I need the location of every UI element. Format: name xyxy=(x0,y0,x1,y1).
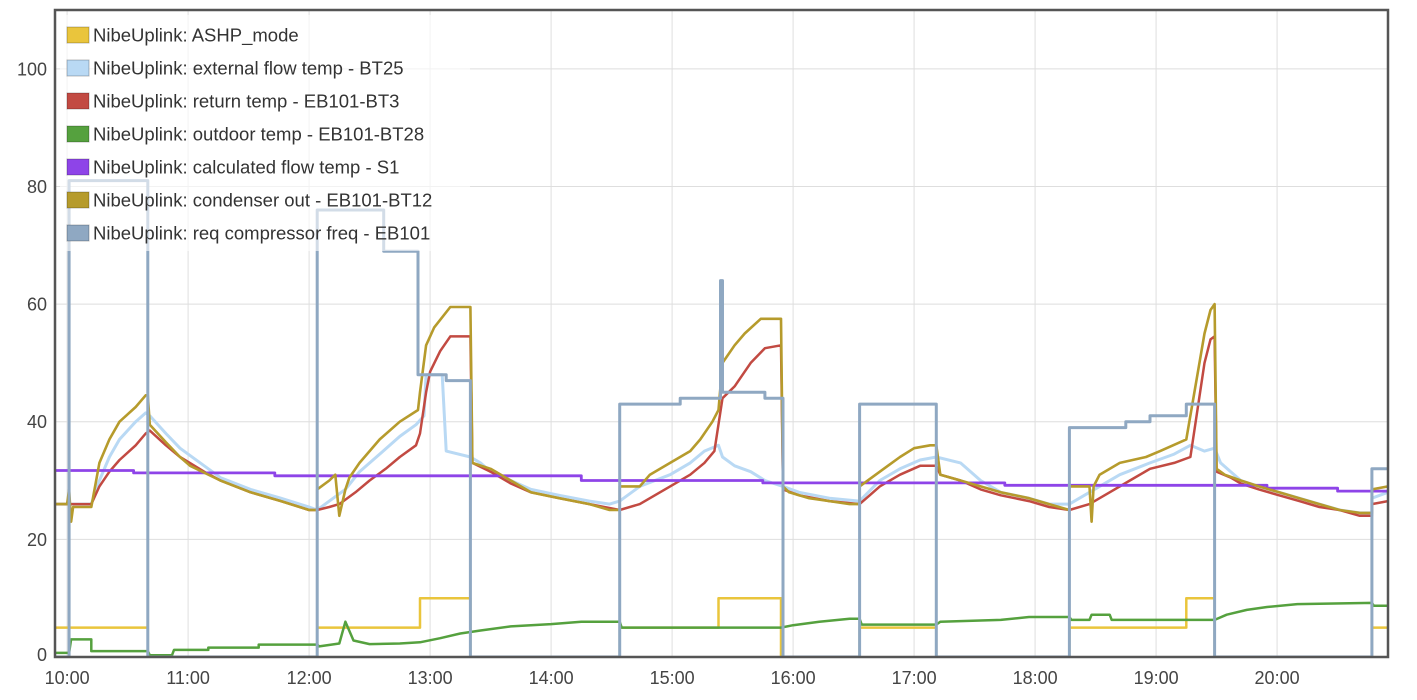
y-tick-label: 60 xyxy=(27,295,47,315)
legend-label: NibeUplink: return temp - EB101-BT3 xyxy=(93,91,399,112)
series-line-outdoor-temp-eb101-bt28 xyxy=(55,601,1388,657)
y-tick-label: 80 xyxy=(27,177,47,197)
x-tick-label: 12:00 xyxy=(287,668,332,688)
x-axis-ticks: 10:00 11:00 12:00 13:00 14:00 15:00 16:00 17:00… xyxy=(45,668,1300,688)
legend-item-outdoor-temp-eb101-bt28: NibeUplink: outdoor temp - EB101-BT28 xyxy=(66,124,424,145)
legend-swatch xyxy=(66,92,90,110)
x-tick-label: 11:00 xyxy=(166,668,210,688)
y-tick-label: 100 xyxy=(17,59,47,79)
legend-item-req-compressor-freq-eb101: NibeUplink: req compressor freq - EB101 xyxy=(66,223,430,244)
x-tick-label: 17:00 xyxy=(892,668,937,688)
legend-label: NibeUplink: outdoor temp - EB101-BT28 xyxy=(93,124,424,145)
x-tick-label: 13:00 xyxy=(408,668,453,688)
series-line-external-flow-temp-bt25 xyxy=(55,373,1388,515)
x-tick-label: 15:00 xyxy=(650,668,695,688)
plot-border xyxy=(53,8,1390,659)
legend-swatch xyxy=(66,224,90,242)
series-lines xyxy=(55,179,1388,657)
legend-label: NibeUplink: req compressor freq - EB101 xyxy=(93,223,430,244)
legend-swatch xyxy=(66,158,90,176)
legend-swatch xyxy=(66,125,90,143)
legend: NibeUplink: ASHP_mode NibeUplink: externa… xyxy=(60,15,470,251)
legend-swatch xyxy=(66,26,90,44)
y-axis-ticks: 0 20 40 60 80 100 xyxy=(17,59,47,665)
legend-swatch xyxy=(66,191,90,209)
x-tick-label: 16:00 xyxy=(771,668,816,688)
x-tick-label: 20:00 xyxy=(1255,668,1300,688)
legend-label: NibeUplink: external flow temp - BT25 xyxy=(93,58,404,79)
x-tick-label: 19:00 xyxy=(1134,668,1179,688)
legend-background xyxy=(60,15,470,251)
legend-item-external-flow-temp-bt25: NibeUplink: external flow temp - BT25 xyxy=(66,58,404,79)
legend-swatch xyxy=(66,59,90,77)
x-tick-label: 18:00 xyxy=(1013,668,1058,688)
legend-label: NibeUplink: calculated flow temp - S1 xyxy=(93,157,399,178)
legend-item-condenser-out-eb101-bt12: NibeUplink: condenser out - EB101-BT12 xyxy=(66,190,432,211)
y-tick-label: 0 xyxy=(37,645,47,665)
y-tick-label: 20 xyxy=(27,530,47,550)
x-tick-label: 10:00 xyxy=(45,668,90,688)
legend-item-ashp-mode: NibeUplink: ASHP_mode xyxy=(66,25,299,47)
legend-label: NibeUplink: ASHP_mode xyxy=(93,25,299,47)
legend-item-return-temp-eb101-bt3: NibeUplink: return temp - EB101-BT3 xyxy=(66,91,399,112)
series-line-condenser-out-eb101-bt12 xyxy=(55,302,1388,523)
x-tick-label: 14:00 xyxy=(529,668,574,688)
legend-item-calculated-flow-temp-s1: NibeUplink: calculated flow temp - S1 xyxy=(66,157,399,178)
y-tick-label: 40 xyxy=(27,412,47,432)
legend-label: NibeUplink: condenser out - EB101-BT12 xyxy=(93,190,432,211)
